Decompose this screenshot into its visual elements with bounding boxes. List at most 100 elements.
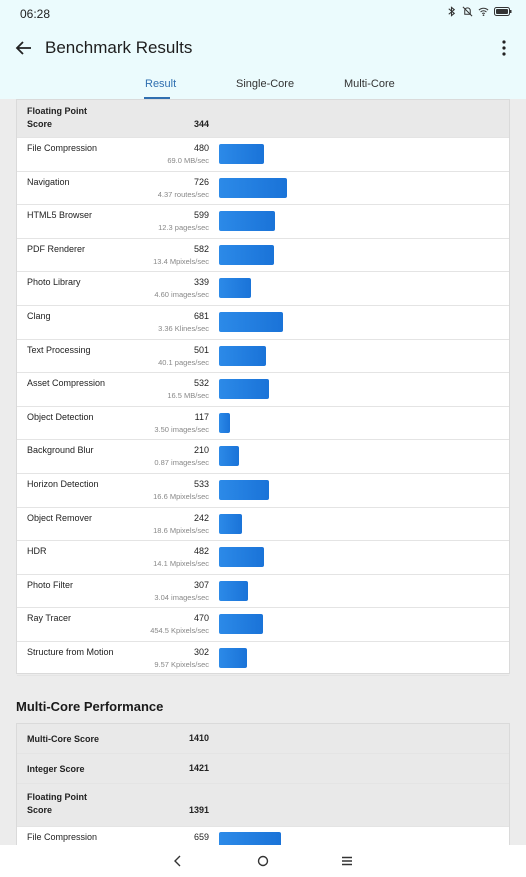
test-name: Photo Library bbox=[27, 277, 81, 288]
integer-score-label: Integer Score bbox=[27, 764, 85, 774]
test-name: File Compression bbox=[27, 832, 98, 842]
nav-back-icon[interactable] bbox=[170, 853, 186, 869]
test-row-html5-browser: HTML5 Browser 599 12.3 pages/sec bbox=[17, 205, 509, 239]
test-score: 482 bbox=[193, 546, 209, 557]
tab-single-core[interactable]: Single-Core bbox=[236, 78, 295, 90]
test-name: Photo Filter bbox=[27, 579, 74, 590]
test-throughput: 454.5 Kpixels/sec bbox=[150, 626, 209, 636]
test-throughput: 16.5 MB/sec bbox=[167, 391, 209, 401]
status-bar: 06:28 bbox=[0, 0, 526, 28]
score-bar bbox=[219, 345, 266, 366]
test-throughput: 3.50 images/sec bbox=[154, 424, 209, 434]
nav-recents-icon[interactable] bbox=[339, 853, 355, 869]
score-bar bbox=[219, 580, 248, 601]
score-bar bbox=[219, 547, 264, 568]
score-bar bbox=[219, 211, 275, 232]
test-throughput: 14.1 Mpixels/sec bbox=[153, 559, 209, 569]
test-throughput: 9.57 Kpixels/sec bbox=[154, 660, 209, 669]
test-throughput: 12.3 pages/sec bbox=[158, 223, 209, 233]
test-throughput: 13.4 Mpixels/sec bbox=[153, 256, 209, 266]
score-bar bbox=[219, 412, 230, 433]
test-row-navigation: Navigation 726 4.37 routes/sec bbox=[17, 172, 509, 206]
test-throughput: 4.60 images/sec bbox=[154, 290, 209, 300]
test-throughput: 69.0 MB/sec bbox=[167, 156, 209, 165]
score-bar bbox=[219, 379, 269, 400]
status-time: 06:28 bbox=[20, 7, 51, 21]
tab-multi-core[interactable]: Multi-Core bbox=[344, 78, 395, 90]
test-throughput: 4.37 routes/sec bbox=[157, 189, 209, 199]
multi-floating-point-score: 1391 bbox=[188, 805, 209, 815]
test-score: 302 bbox=[193, 647, 209, 657]
test-score: 307 bbox=[193, 579, 209, 590]
test-name: Navigation bbox=[27, 176, 70, 187]
page-title: Benchmark Results bbox=[45, 38, 193, 57]
test-score: 659 bbox=[193, 832, 209, 842]
test-score: 582 bbox=[193, 243, 209, 254]
more-vert-icon[interactable] bbox=[492, 36, 516, 60]
mute-icon bbox=[462, 6, 473, 17]
test-row-photo-filter: Photo Filter 307 3.04 images/sec bbox=[17, 575, 509, 609]
multi-floating-point-label: Floating Point Score bbox=[27, 792, 87, 815]
test-throughput: 16.6 Mpixels/sec bbox=[153, 492, 209, 501]
score-bar bbox=[219, 312, 283, 332]
test-row-asset-compression: Asset Compression 532 16.5 MB/sec bbox=[17, 373, 509, 407]
test-name: HTML5 Browser bbox=[27, 210, 93, 221]
multi-core-section-title: Multi-Core Performance bbox=[16, 699, 164, 714]
tab-indicator bbox=[144, 97, 170, 99]
nav-home-icon[interactable] bbox=[255, 853, 271, 869]
test-throughput: 3.04 images/sec bbox=[154, 592, 209, 602]
floating-point-label: Floating Point Score bbox=[27, 106, 87, 129]
test-row-ray-tracer: Ray Tracer 470 454.5 Kpixels/sec bbox=[17, 608, 509, 642]
test-score: 480 bbox=[193, 143, 209, 153]
test-row-background-blur: Background Blur 210 0.87 images/sec bbox=[17, 440, 509, 474]
test-score: 532 bbox=[193, 378, 209, 389]
test-name: Object Detection bbox=[27, 411, 94, 422]
test-name: Ray Tracer bbox=[27, 613, 72, 624]
tab-bar: Result Single-Core Multi-Core bbox=[0, 72, 526, 99]
score-bar bbox=[219, 480, 269, 500]
test-row-text-processing: Text Processing 501 40.1 pages/sec bbox=[17, 340, 509, 374]
score-bar bbox=[219, 278, 251, 299]
test-row-pdf-renderer: PDF Renderer 582 13.4 Mpixels/sec bbox=[17, 239, 509, 273]
arrow-left-icon[interactable] bbox=[12, 36, 36, 60]
test-row-object-detection: Object Detection 117 3.50 images/sec bbox=[17, 407, 509, 441]
test-row-horizon-detection: Horizon Detection 533 16.6 Mpixels/sec bbox=[17, 474, 509, 508]
test-row-structure-from-motion: Structure from Motion 302 9.57 Kpixels/sec bbox=[17, 642, 509, 676]
test-name: PDF Renderer bbox=[27, 243, 86, 254]
score-bar bbox=[219, 244, 274, 265]
multi-core-score-row: Multi-Core Score 1410 bbox=[17, 724, 509, 754]
score-bar bbox=[219, 177, 287, 198]
multi-core-card: Multi-Core Score 1410 Integer Score 1421… bbox=[16, 723, 510, 861]
score-bar bbox=[219, 614, 263, 635]
test-name: Object Remover bbox=[27, 512, 93, 523]
test-name: HDR bbox=[27, 546, 47, 557]
test-score: 117 bbox=[194, 411, 209, 422]
test-score: 599 bbox=[193, 210, 209, 221]
test-score: 681 bbox=[193, 311, 209, 321]
test-score: 470 bbox=[193, 613, 209, 624]
app-bar: Benchmark Results bbox=[0, 28, 526, 68]
test-row-photo-library: Photo Library 339 4.60 images/sec bbox=[17, 272, 509, 306]
tab-result[interactable]: Result bbox=[145, 78, 177, 90]
test-score: 210 bbox=[193, 445, 209, 456]
wifi-icon bbox=[478, 7, 489, 16]
test-score: 726 bbox=[193, 176, 209, 187]
score-bar bbox=[219, 144, 264, 164]
score-bar bbox=[219, 513, 242, 534]
floating-point-row: Floating Point Score 344 bbox=[17, 100, 509, 138]
multi-core-score: 1410 bbox=[188, 733, 209, 743]
integer-score-row: Integer Score 1421 bbox=[17, 754, 509, 784]
test-throughput: 0.87 images/sec bbox=[154, 458, 209, 468]
score-bar bbox=[219, 446, 239, 467]
battery-icon bbox=[494, 7, 512, 16]
system-nav-bar bbox=[0, 845, 526, 877]
test-score: 533 bbox=[193, 479, 209, 489]
score-bar bbox=[219, 648, 247, 668]
floating-point-score: 344 bbox=[193, 119, 209, 129]
test-score: 339 bbox=[193, 277, 209, 288]
integer-score: 1421 bbox=[188, 763, 209, 773]
test-name: Asset Compression bbox=[27, 378, 106, 389]
test-throughput: 40.1 pages/sec bbox=[158, 357, 209, 367]
test-row-hdr: HDR 482 14.1 Mpixels/sec bbox=[17, 541, 509, 575]
test-name: Clang bbox=[27, 311, 51, 321]
